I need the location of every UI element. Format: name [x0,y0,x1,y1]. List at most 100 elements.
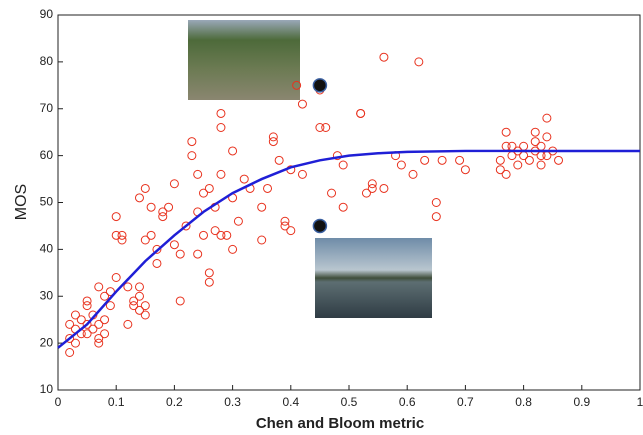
data-point [327,188,337,198]
data-point [542,132,552,142]
data-point [321,123,331,132]
y-tick-label: 70 [40,101,54,115]
data-point [554,155,564,165]
data-point [76,315,86,325]
data-point [530,127,540,137]
y-tick-label: 40 [40,242,54,256]
data-point [175,249,185,259]
data-point [94,282,104,292]
x-tick-label: 0.1 [108,395,125,409]
data-point [117,235,127,245]
x-tick-label: 0.9 [573,395,590,409]
data-point [513,160,523,170]
data-point [356,108,366,118]
data-point [181,221,191,231]
data-point [338,160,348,170]
data-point [140,235,150,245]
data-point [88,324,98,334]
data-point [216,230,226,240]
data-point [536,160,546,170]
data-point [199,230,208,240]
data-point [216,108,226,118]
x-tick-label: 0.4 [282,395,299,409]
x-axis-label: Chen and Bloom metric [256,415,424,432]
data-point [431,212,441,222]
data-point [222,230,232,240]
data-point [524,155,534,165]
data-point [420,155,430,165]
data-point [82,296,92,306]
data-point [111,230,121,240]
data-point [65,333,75,343]
data-point [379,52,389,62]
data-point [82,301,92,311]
data-point [501,169,511,179]
data-point [431,198,441,207]
data-point [134,291,144,301]
data-point [379,183,389,193]
data-point [193,169,203,179]
y-tick-label: 50 [40,195,54,209]
data-point [204,183,214,193]
data-point [105,287,115,297]
plot-frame [57,14,641,391]
data-point [239,174,249,184]
data-point [65,348,75,357]
data-point [134,282,144,292]
data-point [228,244,238,254]
data-point [257,235,267,245]
x-tick-label: 0.3 [224,395,241,409]
y-tick-label: 60 [40,148,54,162]
data-point [292,80,302,90]
data-point [152,258,162,268]
data-point [152,244,162,254]
data-point [94,333,104,343]
data-point [268,132,278,142]
data-point [94,319,104,329]
data-point [134,305,144,315]
data-point [460,165,470,175]
x-tick-label: 0 [55,395,62,409]
data-point [233,216,243,226]
data-point [123,282,133,292]
data-point [228,146,238,156]
data-point [140,301,150,311]
highlight-point [312,78,328,93]
data-point [70,310,80,320]
data-point [193,249,203,259]
data-point [297,99,307,109]
data-point [94,338,104,348]
data-point [117,230,127,240]
data-point [530,137,540,147]
data-point [542,113,552,123]
x-tick-label: 0.8 [515,395,532,409]
data-point [199,188,208,198]
data-point [367,183,377,193]
data-point [216,169,226,179]
data-point [367,179,377,189]
data-point [414,57,424,67]
data-point [111,212,121,222]
data-point [158,212,168,222]
data-point [82,319,92,329]
data-point [495,155,505,165]
x-tick-label: 0.7 [457,395,474,409]
data-point [187,137,197,147]
x-tick-label: 1 [637,395,643,409]
data-point [495,165,505,175]
data-point [169,179,179,189]
data-point [111,273,121,282]
data-point [187,151,197,161]
y-tick-label: 30 [40,288,54,302]
data-point [204,268,214,278]
data-point [286,226,296,236]
data-point [315,123,325,132]
data-point [408,169,418,179]
y-tick-label: 90 [40,7,54,21]
x-tick-label: 0.2 [166,395,183,409]
data-point [169,240,179,250]
data-point [274,155,284,165]
data-point [164,202,174,212]
